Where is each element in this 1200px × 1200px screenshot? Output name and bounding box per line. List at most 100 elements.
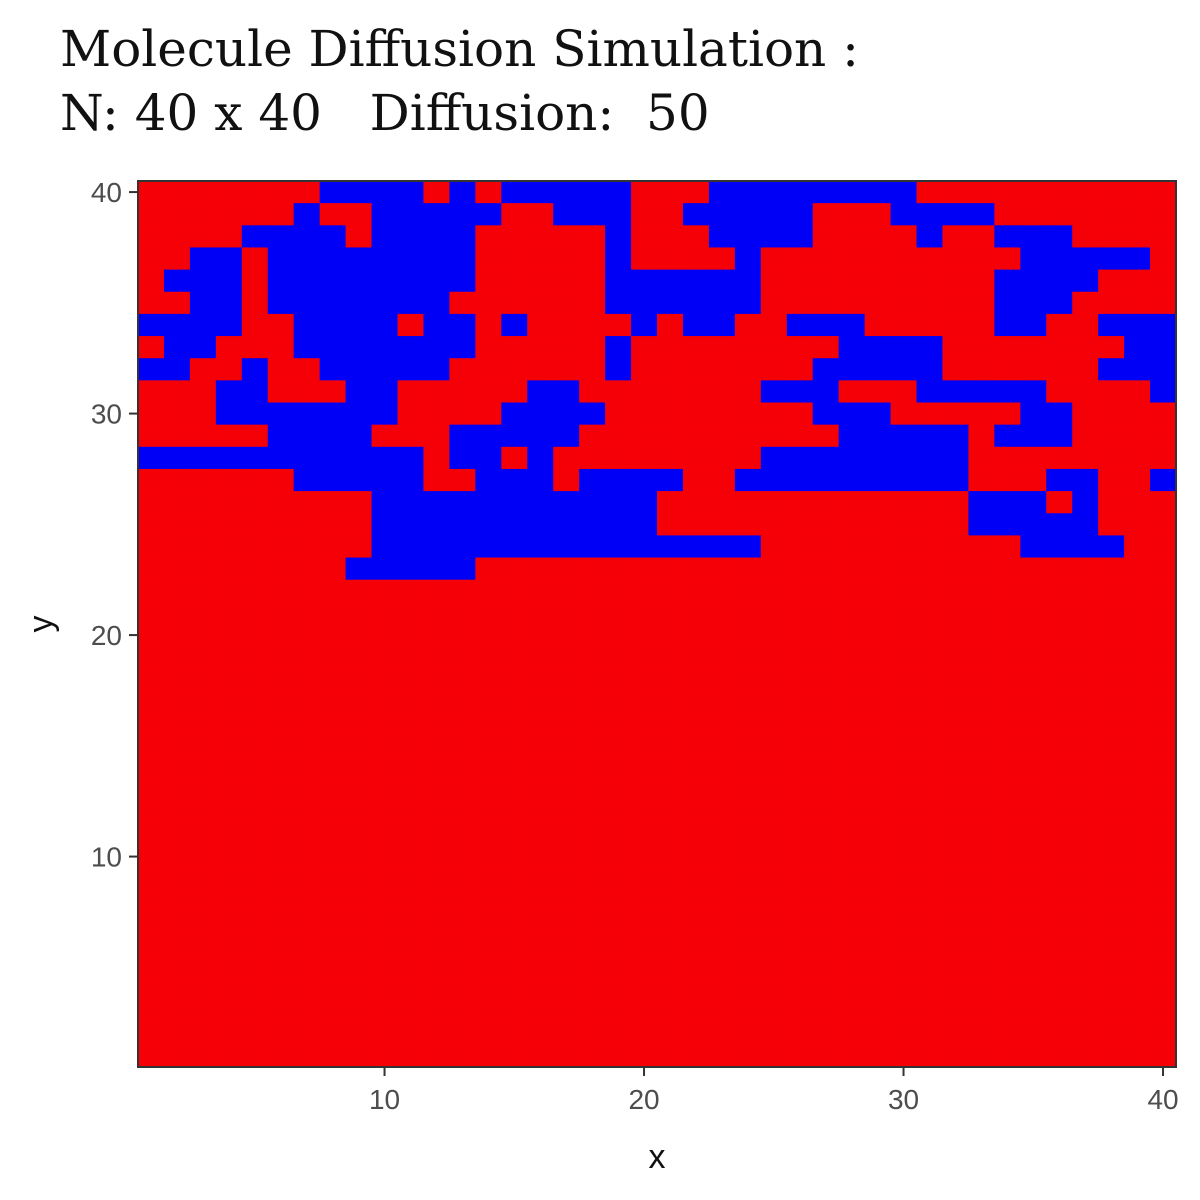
heatmap-cell [890,313,918,337]
heatmap-cell [319,402,347,426]
heatmap-cell [916,181,944,204]
heatmap-cell [657,269,684,293]
heatmap-cell [786,889,814,913]
heatmap-cell [786,535,814,559]
heatmap-cell [682,978,710,1002]
heatmap-cell [994,513,1021,536]
heatmap-cell [916,601,944,625]
heatmap-cell [449,867,476,891]
heatmap-cell [345,690,373,714]
heatmap-cell [657,956,684,979]
heatmap-cell [397,756,425,780]
heatmap-cell [163,336,191,359]
heatmap-cell [708,779,736,802]
heatmap-cell [657,624,684,647]
heatmap-cell [501,535,528,559]
heatmap-cell [371,535,399,559]
heatmap-cell [1150,247,1177,271]
heatmap-cell [241,402,269,426]
heatmap-cell [1072,1044,1099,1068]
heatmap-cell [812,313,840,337]
heatmap-cell [527,579,554,603]
heatmap-cell [397,1044,425,1068]
heatmap-cell [942,291,969,315]
heatmap-cell [449,779,476,802]
heatmap-cell [968,491,995,514]
heatmap-cell [838,668,866,692]
heatmap-cell [501,734,528,758]
heatmap-cell [1098,956,1125,979]
heatmap-cell [215,1044,243,1068]
heatmap-cell [968,779,995,802]
heatmap-cell [760,801,788,824]
heatmap-cell [163,402,191,426]
heatmap-cell [786,823,814,847]
heatmap-cell [1124,624,1151,647]
heatmap-cell [786,247,814,271]
heatmap-cell [293,601,321,625]
heatmap-cell [397,313,425,337]
heatmap-cell [397,1022,425,1046]
heatmap-cell [708,203,736,226]
heatmap-cell [241,1022,269,1046]
heatmap-cell [1046,668,1073,692]
heatmap-cell [397,513,425,536]
heatmap-cell [890,291,918,315]
heatmap-cell [1046,291,1073,315]
heatmap-cell [994,756,1021,780]
heatmap-cell [397,380,425,404]
heatmap-cell [1072,911,1099,935]
heatmap-cell [449,601,476,625]
heatmap-cell [501,336,528,359]
heatmap-cell [397,867,425,891]
heatmap-cell [838,535,866,559]
heatmap-cell [553,1022,580,1046]
heatmap-cell [163,535,191,559]
heatmap-cell [475,336,502,359]
heatmap-cell [812,956,840,979]
heatmap-cell [215,358,243,381]
heatmap-cell [812,358,840,381]
heatmap-cell [605,513,632,536]
heatmap-cell [319,845,347,869]
heatmap-cell [579,579,606,603]
heatmap-cell [501,181,528,204]
heatmap-cell [1020,911,1047,935]
heatmap-cell [994,424,1021,448]
heatmap-cell [371,845,399,869]
heatmap-cell [423,690,450,714]
heatmap-cell [475,535,502,559]
heatmap-cell [267,181,295,204]
heatmap-cell [1020,889,1047,913]
heatmap-cell [942,756,969,780]
heatmap-cell [682,956,710,979]
heatmap-cell [138,181,165,204]
heatmap-cell [579,513,606,536]
heatmap-cell [968,424,995,448]
heatmap-cell [760,203,788,226]
heatmap-cell [605,491,632,514]
heatmap-cell [682,380,710,404]
x-tick-label: 10 [369,1084,400,1115]
heatmap-cell [657,291,684,315]
heatmap-cell [631,291,658,315]
heatmap-cell [1098,291,1125,315]
heatmap-cell [371,579,399,603]
heatmap-cell [397,646,425,669]
heatmap-cell [241,801,269,824]
heatmap-cell [319,313,347,337]
heatmap-cell [838,845,866,869]
heatmap-cell [1150,668,1177,692]
heatmap-cell [293,889,321,913]
heatmap-cell [942,889,969,913]
heatmap-cell [1020,978,1047,1002]
heatmap-cell [553,557,580,581]
heatmap-cell [1020,380,1047,404]
heatmap-cell [449,535,476,559]
heatmap-cell [579,712,606,736]
heatmap-cell [319,601,347,625]
heatmap-cell [293,978,321,1002]
heatmap-cell [449,424,476,448]
heatmap-cell [475,579,502,603]
heatmap-cell [371,756,399,780]
